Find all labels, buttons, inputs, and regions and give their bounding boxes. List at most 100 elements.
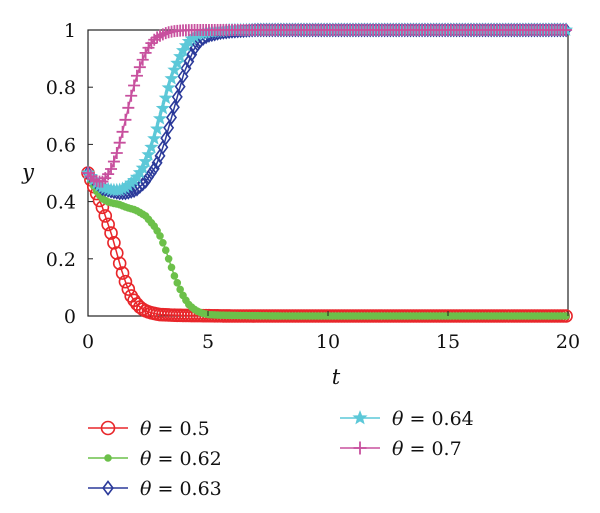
- data-point: [173, 279, 182, 287]
- legend-equals: =: [151, 478, 179, 500]
- data-point: [102, 480, 114, 496]
- data-point: [167, 62, 182, 77]
- y-axis-label: y: [21, 160, 35, 184]
- legend-equals: =: [151, 418, 179, 440]
- data-point: [151, 31, 164, 44]
- x-tick-label: 15: [436, 331, 460, 353]
- series-0_62: [84, 169, 570, 320]
- data-point: [161, 80, 176, 94]
- data-point: [148, 161, 160, 177]
- data-point: [167, 263, 176, 272]
- data-point: [147, 131, 162, 145]
- legend-label: θ = 0.62: [140, 448, 222, 470]
- data-point: [168, 99, 180, 115]
- legend-value: 0.63: [179, 478, 221, 500]
- data-point: [140, 174, 152, 189]
- data-point: [170, 55, 185, 70]
- legend-item: θ = 0.5: [88, 418, 210, 440]
- data-point: [101, 217, 115, 232]
- legend-equals: =: [403, 438, 431, 460]
- legend-label: θ = 0.5: [140, 418, 210, 440]
- data-point: [104, 226, 118, 240]
- data-point: [121, 282, 136, 296]
- data-point: [98, 209, 113, 223]
- legend-symbol: θ: [140, 448, 152, 470]
- y-tick-label: 0: [64, 306, 76, 328]
- data-point: [171, 89, 183, 105]
- data-point: [156, 232, 164, 240]
- data-point: [138, 154, 153, 168]
- series-0_5: [81, 166, 573, 323]
- legend-item: θ = 0.62: [88, 448, 222, 470]
- series-0_63: [82, 22, 572, 201]
- x-tick-label: 10: [316, 331, 340, 353]
- x-tick-label: 0: [82, 331, 94, 353]
- data-point: [125, 89, 138, 102]
- data-point: [352, 410, 368, 425]
- data-point: [155, 100, 170, 115]
- legend-value: 0.62: [179, 448, 221, 470]
- legend-item: θ = 0.63: [88, 478, 222, 500]
- data-point: [130, 69, 143, 82]
- data-point: [170, 272, 179, 280]
- legend-item: θ = 0.7: [340, 438, 462, 460]
- data-point: [144, 139, 159, 154]
- legend-label: θ = 0.7: [392, 438, 462, 460]
- y-tick-label: 1: [64, 20, 76, 42]
- data-point: [164, 71, 179, 85]
- data-point: [107, 155, 120, 168]
- data-point: [176, 285, 184, 294]
- data-point: [110, 146, 123, 159]
- data-point: [161, 246, 170, 255]
- legend-symbol: θ: [392, 408, 404, 430]
- data-point: [139, 46, 152, 59]
- data-point: [142, 169, 154, 185]
- data-point: [115, 266, 130, 280]
- y-tick-label: 0.4: [46, 192, 76, 214]
- legend-symbol: θ: [140, 418, 152, 440]
- legend-value: 0.5: [179, 418, 209, 440]
- data-point: [119, 113, 132, 126]
- legend: θ = 0.5θ = 0.62θ = 0.63θ = 0.64θ = 0.7: [88, 408, 474, 500]
- y-tick-label: 0.8: [46, 77, 76, 99]
- data-point: [186, 47, 198, 62]
- legend-equals: =: [151, 448, 179, 470]
- data-point: [166, 110, 178, 125]
- data-point: [110, 246, 124, 260]
- legend-value: 0.7: [431, 438, 461, 460]
- data-point: [87, 173, 100, 186]
- y-axis-ticks: 0 0.2 0.4 0.6 0.8 1: [46, 20, 93, 328]
- data-point: [133, 61, 146, 74]
- data-point: [107, 235, 121, 250]
- data-point: [150, 121, 165, 135]
- data-point: [135, 160, 150, 175]
- legend-symbol: θ: [392, 438, 404, 460]
- series-0_7: [82, 24, 573, 188]
- x-tick-label: 5: [202, 331, 214, 353]
- data-point: [112, 256, 127, 271]
- data-point: [105, 162, 118, 175]
- y-tick-label: 0.6: [46, 134, 76, 156]
- data-point: [136, 53, 149, 66]
- data-point: [102, 168, 115, 181]
- plot-frame: [87, 29, 569, 317]
- data-point: [353, 441, 367, 455]
- y-tick-label: 0.2: [46, 249, 76, 271]
- series-line: [87, 29, 568, 183]
- data-point: [152, 111, 168, 125]
- data-point: [100, 420, 116, 436]
- x-tick-label: 20: [556, 331, 580, 353]
- legend-equals: =: [403, 408, 431, 430]
- data-point: [104, 454, 112, 462]
- x-axis-ticks: 0 5 10 15 20: [82, 311, 580, 353]
- data-point: [156, 28, 169, 41]
- data-point: [560, 24, 573, 36]
- series-layer: [80, 22, 574, 323]
- legend-symbol: θ: [140, 478, 152, 500]
- data-point: [154, 29, 166, 42]
- data-point: [128, 79, 141, 92]
- data-point: [141, 147, 156, 161]
- series-0_64: [80, 22, 574, 197]
- data-point: [189, 41, 201, 56]
